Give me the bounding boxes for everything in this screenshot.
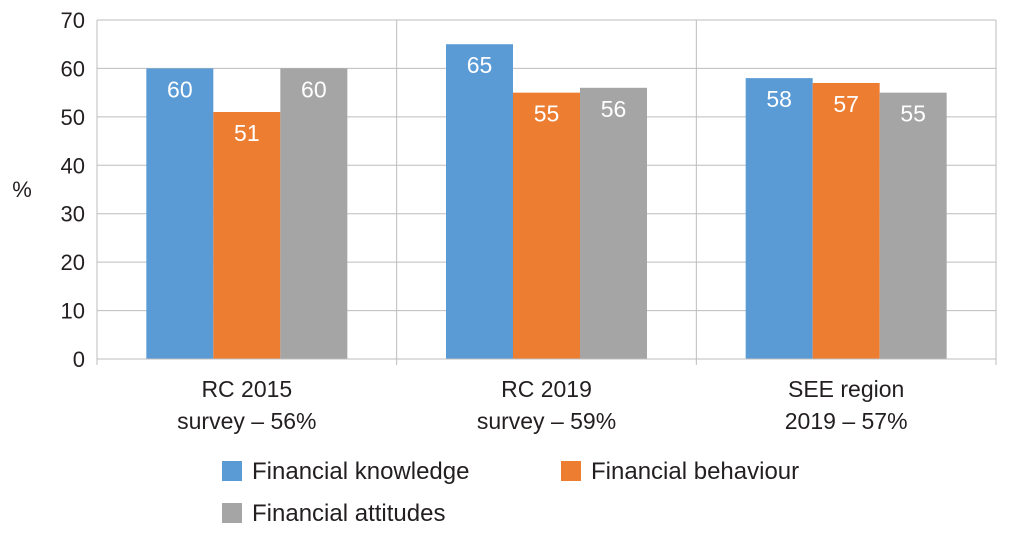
y-axis-label: % — [12, 177, 32, 202]
x-tick-label: 2019 – 57% — [785, 408, 908, 434]
bar — [879, 92, 947, 360]
data-label: 58 — [766, 86, 792, 112]
x-tick-label: RC 2015 — [201, 376, 292, 402]
bar — [146, 68, 214, 359]
x-tick-label: survey – 59% — [477, 408, 616, 434]
x-tick-label: RC 2019 — [501, 376, 592, 402]
y-tick-label: 20 — [61, 250, 85, 275]
y-tick-label: 70 — [61, 8, 85, 33]
bar — [812, 82, 880, 359]
axes: 0 10 20 30 40 50 60 70 RC 2015 survey – 56% RC 201… — [61, 8, 997, 434]
data-label: 51 — [234, 120, 260, 146]
x-tick-label: SEE region — [788, 376, 904, 402]
data-label: 60 — [167, 76, 193, 102]
bar — [513, 92, 580, 360]
legend-label: Financial attitudes — [252, 500, 445, 527]
legend: Financial knowledge Financial behaviour Fi… — [222, 458, 799, 527]
y-tick-label: 40 — [61, 153, 85, 178]
bars: 60 51 60 65 55 56 58 57 55 — [146, 44, 947, 360]
y-tick-label: 60 — [61, 56, 85, 81]
data-label: 65 — [467, 52, 493, 78]
legend-label: Financial behaviour — [591, 458, 799, 485]
y-tick-label: 0 — [73, 347, 85, 372]
bar — [745, 78, 813, 359]
legend-swatch — [561, 461, 581, 481]
bar — [580, 87, 647, 360]
legend-swatch — [222, 503, 242, 523]
data-label: 57 — [833, 91, 859, 117]
y-tick-label: 50 — [61, 105, 85, 130]
legend-swatch — [222, 461, 242, 481]
data-label: 55 — [900, 101, 926, 127]
data-label: 55 — [534, 101, 560, 127]
bar — [280, 68, 348, 359]
y-tick-label: 10 — [61, 299, 85, 324]
data-label: 60 — [301, 76, 327, 102]
legend-label: Financial knowledge — [252, 458, 469, 485]
data-label: 56 — [601, 96, 627, 122]
bar — [213, 112, 281, 359]
y-tick-label: 30 — [61, 202, 85, 227]
bar — [446, 44, 513, 359]
x-tick-label: survey – 56% — [177, 408, 316, 434]
